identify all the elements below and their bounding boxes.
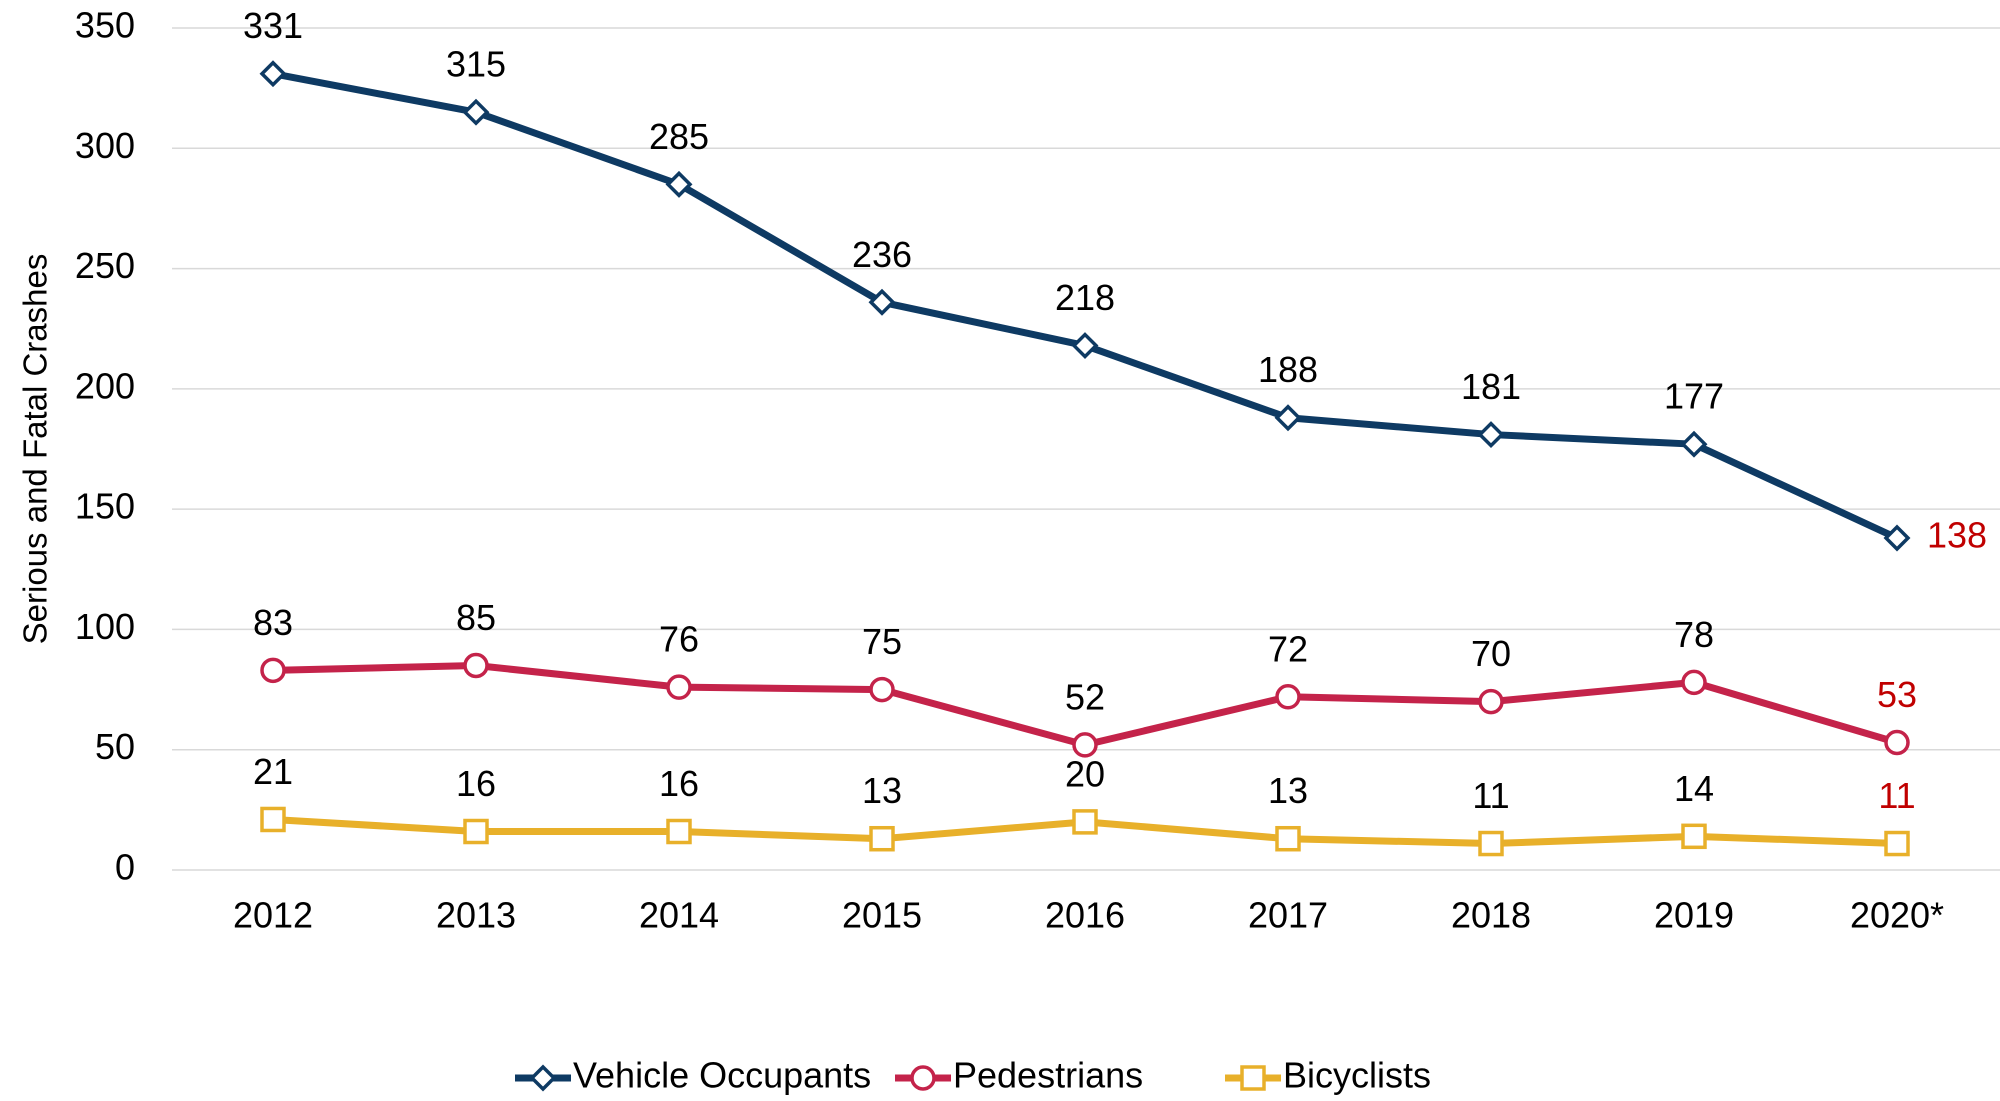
marker [1883,524,1911,552]
data-label: 218 [1055,277,1115,318]
y-tick-label: 200 [75,365,135,406]
data-label: 75 [862,621,902,662]
marker [1681,823,1707,850]
data-label: 53 [1877,674,1917,715]
marker [463,818,489,845]
marker [1478,688,1504,715]
x-tick-label: 2013 [436,895,516,936]
data-label: 236 [852,234,912,275]
x-tick-label: 2015 [842,895,922,936]
y-tick-label: 100 [75,606,135,647]
data-label: 14 [1674,768,1714,809]
x-tick-label: 2020* [1850,895,1944,936]
marker [910,1065,936,1091]
marker [1072,809,1098,835]
data-label: 78 [1674,614,1714,655]
data-label: 83 [253,602,293,643]
marker [260,657,286,684]
marker [1275,684,1301,710]
data-label: 138 [1927,515,1987,556]
data-label: 11 [1472,775,1509,816]
y-tick-label: 0 [115,847,135,888]
marker [1884,830,1910,857]
legend-label: Bicyclists [1283,1055,1431,1096]
legend-label: Pedestrians [953,1055,1143,1096]
data-label: 177 [1664,376,1724,417]
x-tick-label: 2019 [1654,895,1734,936]
data-label: 13 [1268,770,1308,811]
data-label: 285 [649,116,709,157]
x-tick-label: 2016 [1045,895,1125,936]
data-label: 188 [1258,349,1318,390]
marker [1071,332,1099,360]
marker [1681,669,1707,696]
marker [529,1064,557,1092]
x-tick-label: 2018 [1451,895,1531,936]
data-label: 315 [446,44,506,85]
data-label: 20 [1065,753,1105,794]
x-tick-label: 2014 [639,895,719,936]
data-label: 16 [659,763,699,804]
marker [462,98,490,126]
data-label: 331 [243,5,303,46]
y-tick-label: 350 [75,5,135,46]
y-tick-label: 300 [75,125,135,166]
y-axis-label: Serious and Fatal Crashes [17,254,54,645]
marker [1478,830,1504,857]
marker [1240,1065,1266,1091]
data-label: 181 [1461,366,1521,407]
x-tick-label: 2017 [1248,895,1328,936]
data-label: 13 [862,770,902,811]
marker [666,818,692,845]
marker [1680,430,1708,458]
data-label: 85 [456,597,496,638]
marker [1072,732,1098,758]
marker [1274,404,1302,432]
marker [259,60,287,88]
y-tick-label: 150 [75,486,135,527]
marker [869,676,895,703]
marker [1275,825,1301,852]
marker [260,806,286,833]
marker [1477,421,1505,449]
data-label: 72 [1268,628,1308,669]
y-tick-label: 250 [75,245,135,286]
data-label: 76 [659,619,699,660]
marker [665,170,693,198]
data-label: 16 [456,763,496,804]
marker [868,288,896,316]
y-tick-label: 50 [95,726,135,767]
marker [463,652,489,679]
marker [869,825,895,852]
x-tick-label: 2012 [233,895,313,936]
legend-label: Vehicle Occupants [573,1055,871,1096]
data-label: 21 [253,751,293,792]
marker [1884,729,1910,756]
data-label: 52 [1065,676,1105,717]
data-label: 70 [1471,633,1511,674]
data-label: 11 [1878,775,1915,816]
marker [666,674,692,700]
